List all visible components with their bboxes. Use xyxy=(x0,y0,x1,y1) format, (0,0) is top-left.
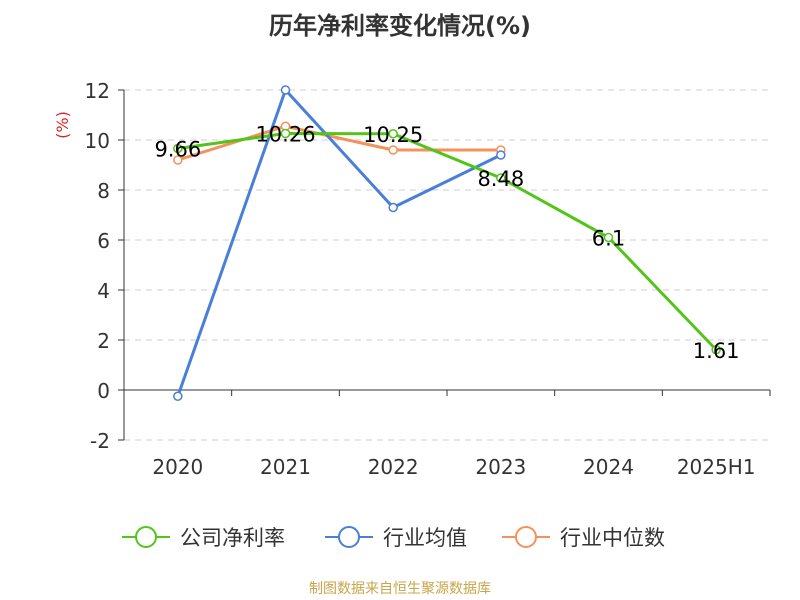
series-line-2 xyxy=(177,124,501,162)
chart-title: 历年净利率变化情况(%) xyxy=(269,12,531,40)
data-point xyxy=(388,145,398,155)
legend-marker xyxy=(135,526,157,548)
data-point xyxy=(280,85,291,95)
data-source-note: 制图数据来自恒生聚源数据库 xyxy=(309,581,491,597)
data-point xyxy=(173,155,183,165)
x-tick-label: 2021 xyxy=(260,455,311,479)
y-tick-label: -2 xyxy=(90,429,110,453)
series-line-1 xyxy=(176,88,502,397)
legend: 公司净利率 行业均值 行业中位数 xyxy=(122,526,665,550)
data-label: 8.48 xyxy=(477,167,524,191)
series-lines xyxy=(173,85,721,401)
x-tick-label: 2025H1 xyxy=(677,455,756,479)
y-tick-label: 4 xyxy=(97,279,110,303)
y-tick-label: 6 xyxy=(97,229,110,253)
data-point xyxy=(173,143,183,154)
y-axis-label: (%) xyxy=(53,111,72,139)
data-label: 1.61 xyxy=(693,339,740,363)
x-tick-label: 2023 xyxy=(475,455,526,479)
x-tick-label: 2024 xyxy=(583,455,634,479)
data-point xyxy=(603,232,614,243)
data-point xyxy=(173,391,183,401)
data-label: 9.66 xyxy=(154,138,201,162)
series-line-0 xyxy=(177,132,718,351)
x-tick-label: 2022 xyxy=(368,455,419,479)
legend-label: 行业中位数 xyxy=(560,526,665,550)
y-tick-label: 0 xyxy=(97,379,110,403)
legend-label: 公司净利率 xyxy=(180,526,285,550)
axes: -2 0 2 4 6 8 10 12 2020 2021 2022 2023 2024 2025H1 xyxy=(85,79,771,479)
y-tick-label: 10 xyxy=(85,129,110,153)
y-tick-label: 12 xyxy=(85,79,110,103)
data-point xyxy=(496,173,506,183)
data-label: 6.1 xyxy=(592,227,625,251)
data-labels: 9.66 10.26 10.25 8.48 6.1 1.61 xyxy=(154,123,739,363)
data-point xyxy=(711,345,721,355)
data-point xyxy=(388,129,398,139)
data-label: 10.26 xyxy=(255,123,315,147)
data-label: 10.25 xyxy=(363,123,423,147)
data-point xyxy=(388,202,398,213)
y-tick-label: 8 xyxy=(97,179,110,203)
legend-marker xyxy=(515,526,537,548)
data-point xyxy=(280,128,291,139)
legend-label: 行业均值 xyxy=(383,526,467,550)
legend-marker xyxy=(338,526,360,548)
data-point xyxy=(496,150,506,160)
x-tick-label: 2020 xyxy=(152,455,203,479)
y-tick-label: 2 xyxy=(97,329,110,353)
grid-lines xyxy=(124,89,770,441)
